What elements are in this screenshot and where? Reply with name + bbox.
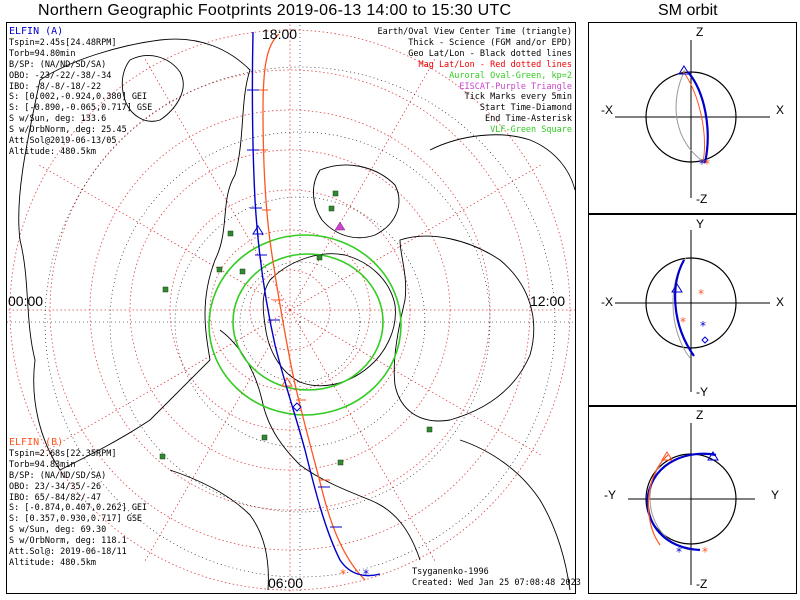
p3-axis-right: Y — [771, 488, 780, 502]
geo-grid — [7, 23, 575, 593]
vlf-square — [239, 268, 246, 275]
svg-text:*: * — [704, 157, 710, 171]
vlf-stations — [159, 190, 433, 466]
p1-axis-bottom: -Z — [696, 192, 708, 206]
auroral-oval — [208, 234, 402, 416]
coastlines — [18, 38, 575, 591]
legend: Earth/Oval View Center Time (triangle) T… — [378, 27, 572, 136]
elfin-a-track — [251, 31, 381, 577]
svg-text:*: * — [700, 319, 706, 333]
vlf-square — [332, 190, 339, 197]
p1-axis-right: X — [776, 103, 785, 117]
mlt-label-top: 18:00 — [262, 26, 298, 42]
legend-item: Mag Lat/Lon - Red dotted lines — [418, 59, 572, 70]
mlt-label-right: 12:00 — [530, 293, 566, 309]
p2-axis-bottom: -Y — [696, 385, 708, 399]
page-title: Northern Geographic Footprints 2019-06-1… — [38, 2, 512, 19]
legend-item: Thick - Science (FGM and/or EPD) — [408, 37, 572, 48]
p2-axis-right: X — [776, 295, 785, 309]
vlf-square — [337, 459, 344, 466]
legend-item: End Time-Asterisk — [485, 114, 572, 125]
created-label: Created: Wed Jan 25 07:08:48 2023 — [412, 578, 581, 588]
sm-panel-1-drawing: * * — [615, 40, 770, 198]
elfin-a-name: ELFIN (A) — [9, 26, 64, 37]
vlf-square — [227, 230, 234, 237]
svg-text:*: * — [699, 157, 705, 171]
vlf-square — [216, 266, 223, 273]
p3-axis-left: -Y — [604, 488, 616, 502]
svg-text:*: * — [702, 545, 708, 559]
p2-axis-top: Y — [696, 217, 705, 231]
p2-axis-left: -X — [601, 295, 613, 309]
sm-panel-3-drawing: * * — [628, 423, 755, 585]
sm-panel-yz — [588, 406, 797, 594]
vlf-square — [261, 434, 268, 441]
eiscat-triangle — [334, 221, 346, 231]
elfin-b-name: ELFIN (B) — [9, 437, 64, 448]
vlf-square — [159, 453, 166, 460]
elfin-b-center-triangle — [281, 377, 293, 387]
mlt-label-bottom: 06:00 — [268, 575, 304, 591]
model-label: Tsyganenko-1996 — [412, 567, 489, 577]
vlf-square — [316, 254, 323, 261]
end-asterisk: * — [363, 567, 369, 581]
mlt-label-left: 00:00 — [8, 293, 44, 309]
sm-panel-2-drawing: * * * — [615, 230, 770, 392]
polar-map-frame — [6, 22, 576, 594]
vlf-square — [426, 426, 433, 433]
elfin-b-ticks — [259, 89, 330, 481]
end-asterisk: * — [340, 567, 346, 581]
p3-axis-bottom: -Z — [696, 577, 708, 591]
elfin-a-info: ELFIN (A) Tspin=2.45s[24.48RPM] Torb=94.… — [9, 26, 153, 157]
legend-item: Geo Lat/Lon - Black dotted lines — [408, 48, 572, 59]
elfin-b-track — [262, 33, 366, 581]
start-diamond — [292, 402, 302, 412]
legend-item: Start Time-Diamond — [479, 103, 572, 114]
svg-text:*: * — [680, 315, 686, 329]
legend-item: Auroral Oval-Green, kp=2 — [449, 70, 572, 81]
legend-item: EISCAT-Purple Triangle — [459, 81, 572, 92]
legend-item: Tick Marks every 5min — [464, 92, 572, 103]
svg-text:*: * — [698, 287, 704, 301]
elfin-a-center-triangle — [252, 225, 264, 235]
p1-axis-top: Z — [696, 25, 704, 39]
elfin-b-info: ELFIN (B) Tspin=2.68s[22.35RPM] Torb=94.… — [9, 437, 148, 568]
sm-panel-xz — [588, 22, 797, 214]
vlf-square — [328, 205, 335, 212]
elfin-a-ticks — [247, 89, 342, 528]
sm-orbit-title: SM orbit — [658, 2, 718, 19]
legend-item: VLF-Green Square — [490, 125, 572, 136]
svg-text:*: * — [676, 545, 682, 559]
p3-axis-top: Z — [696, 408, 704, 422]
legend-item: Earth/Oval View Center Time (triangle) — [377, 27, 572, 37]
vlf-square — [162, 286, 169, 293]
sm-panel-xy — [588, 214, 797, 406]
p1-axis-left: -X — [601, 103, 613, 117]
